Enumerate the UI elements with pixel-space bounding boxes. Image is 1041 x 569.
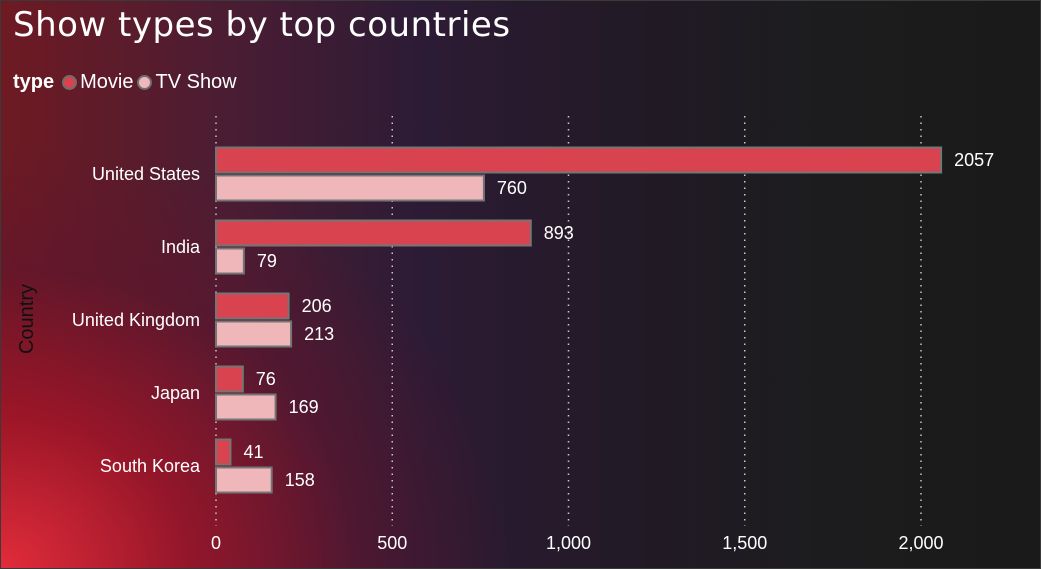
value-label-tv-show-united-kingdom: 213	[304, 324, 334, 344]
legend-title: type	[13, 70, 55, 93]
bar-movie-india	[215, 219, 532, 247]
bar-tv-show-japan	[215, 393, 277, 421]
value-label-movie-united-states: 2057	[954, 150, 994, 170]
x-tick-label: 1,000	[546, 533, 591, 553]
bar-tv-show-india	[215, 247, 245, 275]
legend-swatch-tv-show	[137, 74, 153, 90]
category-label-united-states: United States	[92, 164, 200, 184]
value-label-movie-india: 893	[544, 223, 574, 243]
x-tick-label: 2,000	[898, 533, 943, 553]
category-labels: United States India United Kingdom Japan Sou…	[72, 164, 201, 476]
legend-item-movie[interactable]: Movie	[62, 71, 133, 94]
bar-movie-united-states	[215, 146, 943, 174]
x-tick-labels: 0 500 1,000 1,500 2,000	[211, 533, 944, 553]
y-axis-title: Country	[16, 284, 38, 354]
legend-swatch-movie	[62, 74, 78, 90]
legend-item-tv-show[interactable]: TV Show	[137, 70, 237, 94]
value-label-tv-show-japan: 169	[289, 397, 319, 417]
value-label-movie-south-korea: 41	[243, 442, 263, 462]
bar-movie-united-kingdom	[215, 292, 290, 320]
value-label-tv-show-india: 79	[257, 251, 277, 271]
bar-tv-show-united-states	[215, 174, 485, 202]
category-label-india: India	[161, 237, 201, 257]
value-label-tv-show-united-states: 760	[497, 178, 527, 198]
legend-label-movie: Movie	[80, 70, 134, 93]
category-label-japan: Japan	[151, 383, 200, 403]
value-label-tv-show-south-korea: 158	[285, 470, 315, 490]
bar-movie-japan	[215, 365, 244, 393]
bar-tv-show-united-kingdom	[215, 320, 293, 348]
x-tick-label: 1,500	[722, 533, 767, 553]
value-label-movie-united-kingdom: 206	[302, 296, 332, 316]
category-label-south-korea: South Korea	[100, 456, 201, 476]
legend-label-tv-show: TV Show	[155, 70, 237, 93]
chart-title: Show types by top countries	[13, 5, 511, 45]
bars	[215, 146, 943, 494]
value-label-movie-japan: 76	[256, 369, 276, 389]
bar-tv-show-south-korea	[215, 466, 273, 494]
value-labels: 2057 760 893 79 206 213 76 169 41 158	[243, 150, 994, 490]
category-label-united-kingdom: United Kingdom	[72, 310, 200, 330]
legend: type Movie TV Show	[13, 69, 241, 95]
x-tick-label: 0	[211, 533, 221, 553]
x-tick-label: 500	[377, 533, 407, 553]
bar-movie-south-korea	[215, 438, 232, 466]
